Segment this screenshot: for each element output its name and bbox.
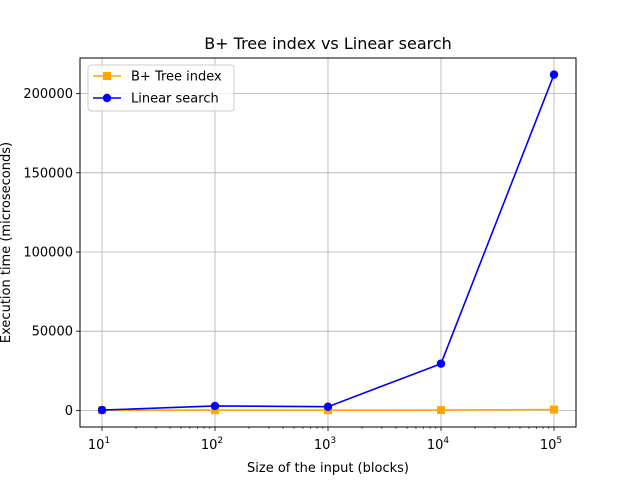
data-point-linear-search [210,401,220,411]
legend-marker-linear-search [102,93,112,103]
y-axis-ticks: 0 50000 100000 150000 200000 [23,87,80,419]
y-tick-label: 50000 [32,325,73,340]
y-axis-label: Execution time (microseconds) [0,142,14,343]
y-tick-label: 100000 [23,246,73,261]
legend-label-linear-search: Linear search [131,92,219,107]
y-tick-label: 0 [65,404,73,419]
data-point-linear-search [97,405,107,415]
chart-title: B+ Tree index vs Linear search [204,34,452,53]
x-axis-ticks: 101 102 103 104 105 [88,427,562,453]
x-tick-label: 105 [540,436,562,453]
grid [80,58,576,427]
y-tick-label: 150000 [23,166,73,181]
x-tick-label: 101 [88,436,110,453]
legend-marker-b-tree-index [103,72,111,80]
data-point-linear-search [323,402,333,411]
data-point-linear-search [436,359,446,368]
data-point-b-tree-index [550,405,558,414]
legend-label-b-tree-index: B+ Tree index [131,70,222,85]
legend-box [87,64,235,112]
x-tick-label: 103 [314,436,336,453]
x-axis-label: Size of the input (blocks) [247,461,409,476]
y-tick-label: 200000 [23,87,73,102]
data-point-b-tree-index [437,406,445,415]
x-tick-label: 104 [427,436,450,453]
legend: B+ Tree index Linear search [87,64,235,112]
x-tick-label: 102 [201,436,223,453]
data-point-linear-search [549,70,559,79]
series-layer [97,70,559,415]
